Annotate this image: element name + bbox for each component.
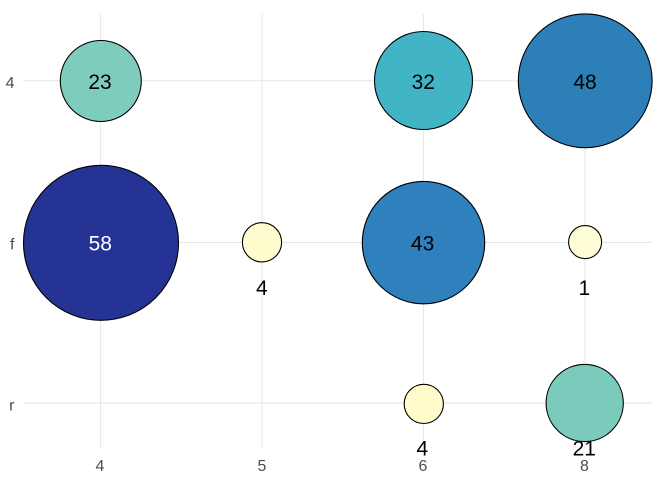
svg-text:58: 58: [89, 233, 112, 256]
svg-text:r: r: [9, 398, 15, 415]
svg-text:8: 8: [580, 458, 589, 475]
svg-text:4: 4: [6, 75, 15, 92]
svg-text:4: 4: [256, 277, 268, 300]
svg-text:5: 5: [258, 458, 267, 475]
svg-text:4: 4: [96, 458, 105, 475]
svg-text:f: f: [10, 237, 15, 254]
svg-text:4: 4: [416, 438, 428, 461]
svg-text:32: 32: [412, 71, 435, 94]
svg-text:6: 6: [419, 458, 428, 475]
svg-text:21: 21: [573, 438, 596, 461]
svg-text:23: 23: [88, 71, 111, 94]
svg-text:1: 1: [578, 277, 590, 300]
svg-text:48: 48: [573, 71, 596, 94]
svg-text:43: 43: [411, 233, 434, 256]
